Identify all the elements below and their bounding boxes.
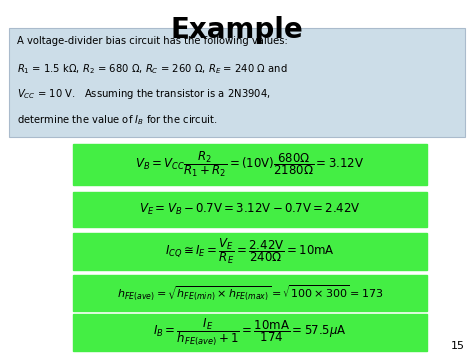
Text: $R_1$ = 1.5 k$\Omega$, $R_2$ = 680 $\Omega$, $R_C$ = 260 $\Omega$, $R_E$ = 240 $: $R_1$ = 1.5 k$\Omega$, $R_2$ = 680 $\Ome… bbox=[17, 62, 287, 76]
Text: $V_E =V_B -0.7\mathrm{V}=3.12\mathrm{V}-0.7\mathrm{V}=2.42\mathrm{V}$: $V_E =V_B -0.7\mathrm{V}=3.12\mathrm{V}-… bbox=[139, 202, 361, 217]
Text: $V_{CC}$ = 10 V.   Assuming the transistor is a 2N3904,: $V_{CC}$ = 10 V. Assuming the transistor… bbox=[17, 87, 270, 101]
FancyBboxPatch shape bbox=[73, 233, 427, 270]
Text: 15: 15 bbox=[450, 342, 465, 351]
Text: $V_B =V_{CC}\dfrac{R_2}{R_1+R_2}=(10\mathrm{V})\dfrac{680\Omega}{2180\Omega}=3.1: $V_B =V_{CC}\dfrac{R_2}{R_1+R_2}=(10\mat… bbox=[136, 149, 365, 179]
Text: determine the value of $I_B$ for the circuit.: determine the value of $I_B$ for the cir… bbox=[17, 113, 217, 127]
FancyBboxPatch shape bbox=[73, 192, 427, 227]
Text: $I_{CQ}\cong I_E =\dfrac{V_E}{R_E}=\dfrac{2.42\mathrm{V}}{240\Omega}=10\mathrm{m: $I_{CQ}\cong I_E =\dfrac{V_E}{R_E}=\dfra… bbox=[165, 236, 335, 266]
FancyBboxPatch shape bbox=[73, 275, 427, 311]
Text: A voltage-divider bias circuit has the following values:: A voltage-divider bias circuit has the f… bbox=[17, 36, 287, 46]
FancyBboxPatch shape bbox=[73, 144, 427, 185]
Text: $I_B =\dfrac{I_E}{h_{FE(ave)}+1}=\dfrac{10\mathrm{mA}}{174}=57.5\mu\mathrm{A}$: $I_B =\dfrac{I_E}{h_{FE(ave)}+1}=\dfrac{… bbox=[153, 317, 347, 349]
Text: Example: Example bbox=[171, 16, 303, 44]
Text: $h_{FE(ave)}=\sqrt{h_{FE(min)}\times h_{FE(max)}}=\sqrt{100\times 300}=173$: $h_{FE(ave)}=\sqrt{h_{FE(min)}\times h_{… bbox=[117, 283, 383, 302]
FancyBboxPatch shape bbox=[9, 28, 465, 137]
FancyBboxPatch shape bbox=[73, 314, 427, 351]
